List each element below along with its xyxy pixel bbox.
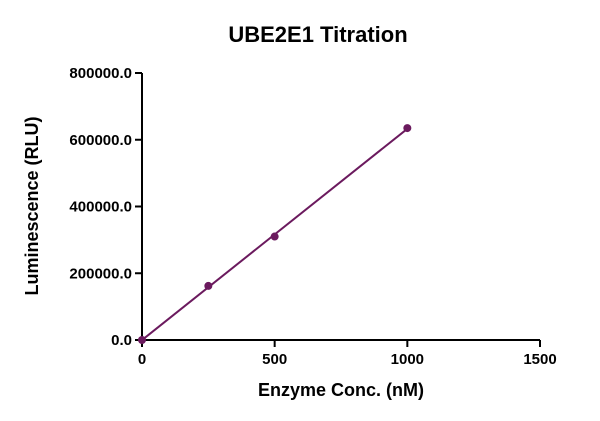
plot-area [138,124,412,344]
y-tick-label: 0.0 [111,332,132,349]
chart-title: UBE2E1 Titration [228,22,407,47]
y-tick-label: 800000.0 [69,65,132,82]
data-point [204,281,213,290]
x-tick-label: 0 [138,351,146,368]
y-tick-label: 600000.0 [69,132,132,149]
y-axis: 0.0 200000.0 400000.0 600000.0 800000.0 [69,65,143,349]
y-axis-label: Luminescence (RLU) [22,116,42,295]
data-point [403,124,412,133]
y-tick-label: 200000.0 [69,265,132,282]
y-tick-label: 400000.0 [69,199,132,216]
x-tick-label: 1500 [523,351,556,368]
data-point [270,232,279,241]
x-tick-label: 500 [262,351,287,368]
x-axis-label: Enzyme Conc. (nM) [258,380,424,400]
x-tick-label: 1000 [391,351,424,368]
data-point [138,336,146,344]
x-axis: 0 500 1000 1500 [138,339,557,368]
